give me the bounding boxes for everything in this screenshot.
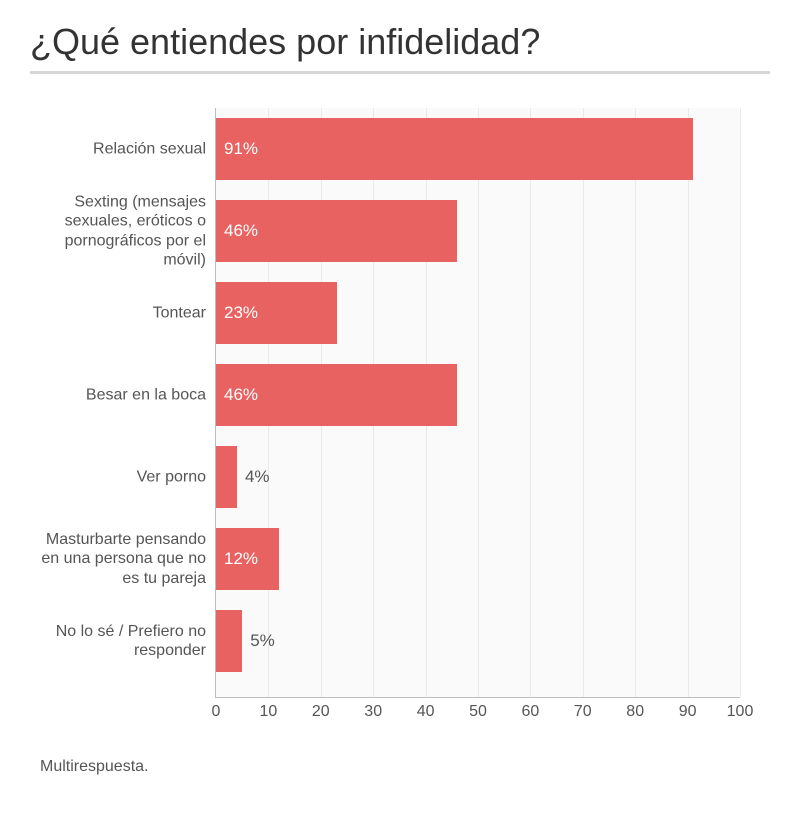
x-tick-label: 30 xyxy=(364,703,382,721)
bar-row: Sexting (mensajes sexuales, eróticos o p… xyxy=(216,200,740,262)
category-label: Masturbarte pensando en una persona que … xyxy=(31,530,206,588)
category-label: Relación sexual xyxy=(31,140,206,159)
bar-row: Tontear23% xyxy=(216,282,740,344)
x-tick-label: 100 xyxy=(727,703,754,721)
category-label: Besar en la boca xyxy=(31,386,206,405)
chart-title: ¿Qué entiendes por infidelidad? xyxy=(30,20,770,63)
x-tick-label: 70 xyxy=(574,703,592,721)
bar: 46% xyxy=(216,364,457,426)
bar xyxy=(216,610,242,672)
chart-container: ¿Qué entiendes por infidelidad? 0 10 20 30 4… xyxy=(0,0,800,786)
category-label: No lo sé / Prefiero no responder xyxy=(31,622,206,660)
chart-footer: Multirespuesta. xyxy=(30,758,770,776)
category-label: Tontear xyxy=(31,304,206,323)
category-label: Ver porno xyxy=(31,468,206,487)
bar-row: Relación sexual91% xyxy=(216,118,740,180)
bar: 12% xyxy=(216,528,279,590)
x-tick-label: 20 xyxy=(312,703,330,721)
bar: 46% xyxy=(216,200,457,262)
bar: 91% xyxy=(216,118,693,180)
bar xyxy=(216,446,237,508)
grid-line xyxy=(740,108,741,697)
x-tick-label: 50 xyxy=(469,703,487,721)
bar: 23% xyxy=(216,282,337,344)
x-tick-label: 0 xyxy=(212,703,221,721)
bar-value-label: 5% xyxy=(242,610,275,672)
chart-area: 0 10 20 30 40 50 60 70 80 90 100 Relación sexual91… xyxy=(40,108,770,748)
plot-region: 0102030405060708090100 Relación sexual91… xyxy=(215,108,740,698)
x-axis: 0102030405060708090100 xyxy=(216,697,740,737)
x-tick-label: 40 xyxy=(417,703,435,721)
x-tick-label: 90 xyxy=(679,703,697,721)
x-tick-label: 10 xyxy=(259,703,277,721)
bar-value-label: 4% xyxy=(237,446,270,508)
title-underline xyxy=(30,71,770,74)
bar-row: Besar en la boca46% xyxy=(216,364,740,426)
bar-row: Ver porno4% xyxy=(216,446,740,508)
x-tick-label: 60 xyxy=(521,703,539,721)
x-tick-label: 80 xyxy=(626,703,644,721)
category-label: Sexting (mensajes sexuales, eróticos o p… xyxy=(31,193,206,270)
bar-row: No lo sé / Prefiero no responder5% xyxy=(216,610,740,672)
bar-row: Masturbarte pensando en una persona que … xyxy=(216,528,740,590)
